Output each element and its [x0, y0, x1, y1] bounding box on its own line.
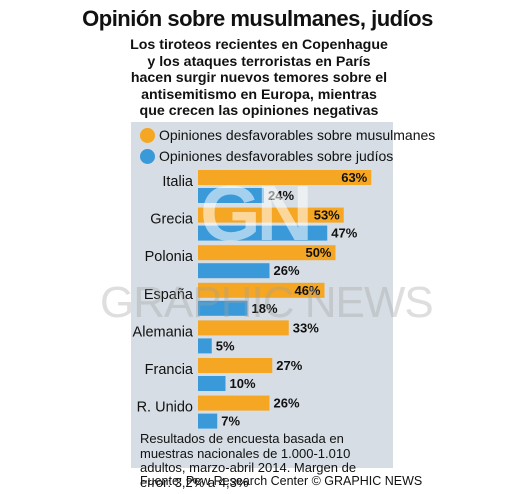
survey-note: Resultados de encuesta basada en muestra…	[140, 431, 357, 490]
bar-musulmanes-grecia	[198, 207, 344, 223]
category-label-italia: Italia	[162, 174, 194, 190]
bar-judios-grecia	[198, 225, 328, 241]
bar-musulmanes-polonia	[198, 245, 336, 261]
value-label-judios-polonia: 26%	[274, 263, 300, 278]
bar-musulmanes-r-unido	[198, 395, 270, 411]
category-label-r-unido: R. Unido	[137, 400, 193, 416]
legend-label-judios: Opiniones desfavorables sobre judíos	[159, 148, 394, 164]
value-label-judios-r-unido: 7%	[221, 414, 240, 429]
value-label-judios-francia: 10%	[230, 376, 256, 391]
value-label-musulmanes-italia: 63%	[341, 170, 367, 185]
bar-judios-alemania	[198, 338, 212, 354]
value-label-judios-grecia: 47%	[331, 226, 357, 241]
category-label-polonia: Polonia	[145, 249, 194, 265]
bar-musulmanes-francia	[198, 358, 273, 373]
bar-judios-r-unido	[198, 413, 218, 429]
bar-musulmanes-españa	[198, 282, 325, 298]
legend-label-musulmanes: Opiniones desfavorables sobre musulmanes	[159, 127, 436, 143]
value-label-judios-alemania: 5%	[216, 338, 235, 353]
value-label-musulmanes-grecia: 53%	[314, 208, 340, 223]
value-label-musulmanes-españa: 46%	[294, 283, 320, 298]
category-label-alemania: Alemania	[133, 324, 194, 340]
value-label-musulmanes-r-unido: 26%	[274, 396, 300, 411]
bar-judios-españa	[198, 300, 248, 316]
value-label-musulmanes-francia: 27%	[276, 358, 302, 373]
value-label-judios-españa: 18%	[252, 301, 278, 316]
legend-dot-blue	[140, 148, 155, 164]
category-label-españa: España	[144, 287, 194, 303]
bar-judios-italia	[198, 188, 264, 203]
value-label-musulmanes-alemania: 33%	[293, 320, 319, 335]
value-label-musulmanes-polonia: 50%	[305, 245, 331, 260]
bar-judios-polonia	[198, 263, 270, 279]
legend-item-musulmanes: Opiniones desfavorables sobre musulmanes	[140, 127, 435, 143]
category-label-grecia: Grecia	[150, 212, 194, 228]
chart-title: Opinión sobre musulmanes, judíos	[82, 6, 433, 31]
value-label-judios-italia: 24%	[268, 188, 294, 203]
legend-dot-orange	[140, 127, 155, 143]
bar-judios-francia	[198, 376, 226, 391]
bar-musulmanes-italia	[198, 170, 372, 185]
source-credit: Fuente: Pew Research Center © GRAPHIC NE…	[140, 474, 423, 488]
legend-item-judios: Opiniones desfavorables sobre judíos	[140, 148, 393, 164]
category-label-francia: Francia	[145, 362, 194, 378]
bar-musulmanes-alemania	[198, 320, 289, 336]
